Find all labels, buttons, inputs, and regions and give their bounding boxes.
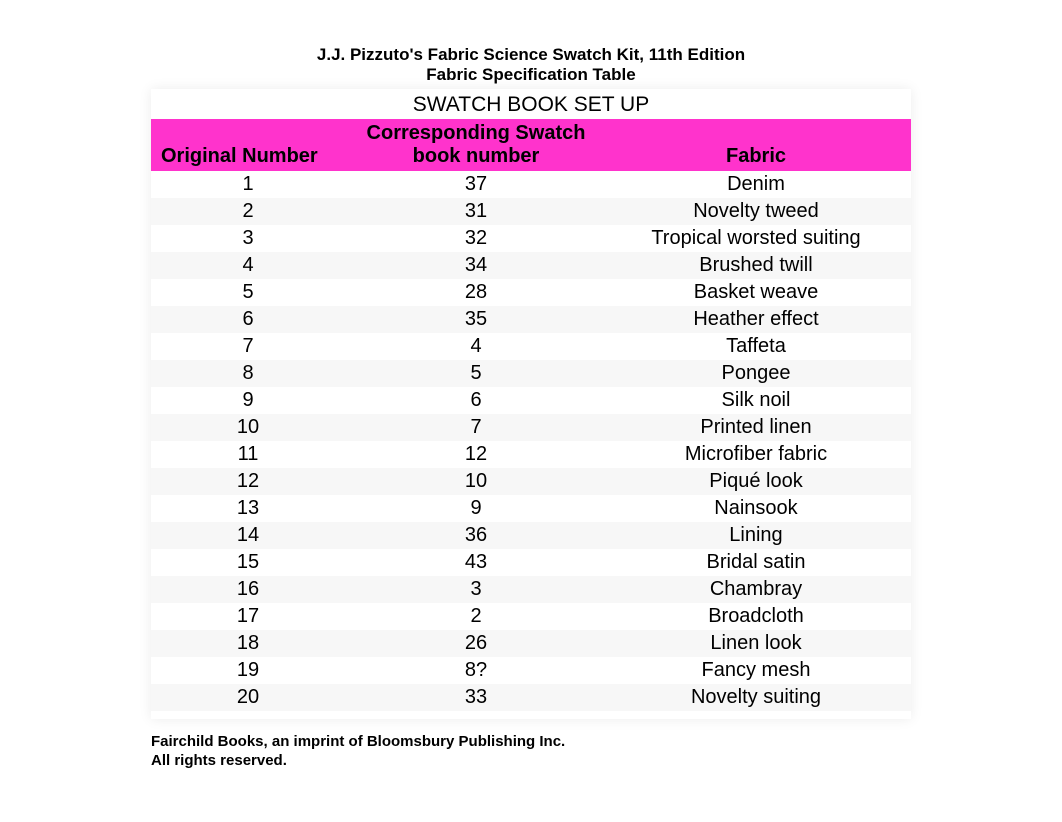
cell-fabric: Chambray bbox=[601, 576, 911, 603]
cell-book-number: 9 bbox=[351, 495, 601, 522]
cell-fabric: Piqué look bbox=[601, 468, 911, 495]
cell-book-number: 8? bbox=[351, 657, 601, 684]
table-row: 1826Linen look bbox=[151, 630, 911, 657]
cell-original-number: 16 bbox=[151, 576, 351, 603]
cell-book-number: 28 bbox=[351, 279, 601, 306]
table-row: 2033Novelty suiting bbox=[151, 684, 911, 711]
cell-book-number: 3 bbox=[351, 576, 601, 603]
cell-book-number: 5 bbox=[351, 360, 601, 387]
cell-fabric: Lining bbox=[601, 522, 911, 549]
table-body: 137Denim231Novelty tweed332Tropical wors… bbox=[151, 171, 911, 711]
footer: Fairchild Books, an imprint of Bloomsbur… bbox=[151, 733, 911, 771]
page-container: J.J. Pizzuto's Fabric Science Swatch Kit… bbox=[0, 0, 1062, 771]
cell-fabric: Brushed twill bbox=[601, 252, 911, 279]
cell-fabric: Silk noil bbox=[601, 387, 911, 414]
cell-original-number: 11 bbox=[151, 441, 351, 468]
column-header-fabric: Fabric bbox=[601, 119, 911, 171]
cell-original-number: 7 bbox=[151, 333, 351, 360]
cell-fabric: Taffeta bbox=[601, 333, 911, 360]
cell-fabric: Microfiber fabric bbox=[601, 441, 911, 468]
cell-fabric: Novelty tweed bbox=[601, 198, 911, 225]
column-header-swatch-book-number: Corresponding Swatch book number bbox=[351, 119, 601, 171]
cell-fabric: Broadcloth bbox=[601, 603, 911, 630]
cell-book-number: 33 bbox=[351, 684, 601, 711]
table-row: 1436Lining bbox=[151, 522, 911, 549]
cell-fabric: Novelty suiting bbox=[601, 684, 911, 711]
cell-book-number: 32 bbox=[351, 225, 601, 252]
cell-original-number: 14 bbox=[151, 522, 351, 549]
table-row: 137Denim bbox=[151, 171, 911, 198]
table-row: 74Taffeta bbox=[151, 333, 911, 360]
table-row: 172Broadcloth bbox=[151, 603, 911, 630]
column-header-label-line-2: book number bbox=[413, 145, 540, 168]
cell-original-number: 9 bbox=[151, 387, 351, 414]
cell-book-number: 6 bbox=[351, 387, 601, 414]
table-row: 1543Bridal satin bbox=[151, 549, 911, 576]
table-row: 332Tropical worsted suiting bbox=[151, 225, 911, 252]
cell-fabric: Pongee bbox=[601, 360, 911, 387]
table-header-row: Original Number Corresponding Swatch boo… bbox=[151, 119, 911, 171]
table-row: 107Printed linen bbox=[151, 414, 911, 441]
cell-original-number: 13 bbox=[151, 495, 351, 522]
cell-original-number: 3 bbox=[151, 225, 351, 252]
cell-original-number: 15 bbox=[151, 549, 351, 576]
cell-fabric: Bridal satin bbox=[601, 549, 911, 576]
table-row: 528Basket weave bbox=[151, 279, 911, 306]
cell-book-number: 10 bbox=[351, 468, 601, 495]
footer-line-2: All rights reserved. bbox=[151, 752, 911, 771]
cell-original-number: 18 bbox=[151, 630, 351, 657]
cell-original-number: 6 bbox=[151, 306, 351, 333]
table-row: 434Brushed twill bbox=[151, 252, 911, 279]
table-row: 1210Piqué look bbox=[151, 468, 911, 495]
cell-book-number: 31 bbox=[351, 198, 601, 225]
cell-book-number: 35 bbox=[351, 306, 601, 333]
cell-original-number: 19 bbox=[151, 657, 351, 684]
table-row: 139Nainsook bbox=[151, 495, 911, 522]
cell-book-number: 36 bbox=[351, 522, 601, 549]
cell-original-number: 17 bbox=[151, 603, 351, 630]
column-header-label: Original Number bbox=[161, 145, 345, 168]
cell-original-number: 10 bbox=[151, 414, 351, 441]
footer-line-1: Fairchild Books, an imprint of Bloomsbur… bbox=[151, 733, 911, 752]
cell-fabric: Nainsook bbox=[601, 495, 911, 522]
cell-original-number: 8 bbox=[151, 360, 351, 387]
cell-fabric: Heather effect bbox=[601, 306, 911, 333]
cell-fabric: Fancy mesh bbox=[601, 657, 911, 684]
table-row: 163Chambray bbox=[151, 576, 911, 603]
cell-original-number: 4 bbox=[151, 252, 351, 279]
cell-book-number: 34 bbox=[351, 252, 601, 279]
cell-fabric: Tropical worsted suiting bbox=[601, 225, 911, 252]
cell-fabric: Basket weave bbox=[601, 279, 911, 306]
cell-fabric: Linen look bbox=[601, 630, 911, 657]
column-header-original-number: Original Number bbox=[151, 119, 351, 171]
cell-book-number: 7 bbox=[351, 414, 601, 441]
spec-table: SWATCH BOOK SET UP Original Number Corre… bbox=[151, 89, 911, 719]
table-row: 96Silk noil bbox=[151, 387, 911, 414]
cell-book-number: 12 bbox=[351, 441, 601, 468]
cell-book-number: 2 bbox=[351, 603, 601, 630]
cell-book-number: 43 bbox=[351, 549, 601, 576]
cell-original-number: 2 bbox=[151, 198, 351, 225]
table-row: 1112Microfiber fabric bbox=[151, 441, 911, 468]
cell-original-number: 20 bbox=[151, 684, 351, 711]
cell-original-number: 1 bbox=[151, 171, 351, 198]
table-row: 85Pongee bbox=[151, 360, 911, 387]
cell-original-number: 12 bbox=[151, 468, 351, 495]
cell-book-number: 4 bbox=[351, 333, 601, 360]
document-title-line-1: J.J. Pizzuto's Fabric Science Swatch Kit… bbox=[0, 45, 1062, 65]
table-row: 231Novelty tweed bbox=[151, 198, 911, 225]
table-row: 635Heather effect bbox=[151, 306, 911, 333]
cell-fabric: Printed linen bbox=[601, 414, 911, 441]
section-heading: SWATCH BOOK SET UP bbox=[151, 89, 911, 119]
cell-book-number: 26 bbox=[351, 630, 601, 657]
cell-fabric: Denim bbox=[601, 171, 911, 198]
document-title-line-2: Fabric Specification Table bbox=[0, 65, 1062, 85]
cell-original-number: 5 bbox=[151, 279, 351, 306]
column-header-label-line-1: Corresponding Swatch bbox=[367, 122, 586, 145]
column-header-label: Fabric bbox=[726, 145, 786, 168]
table-row: 198?Fancy mesh bbox=[151, 657, 911, 684]
cell-book-number: 37 bbox=[351, 171, 601, 198]
